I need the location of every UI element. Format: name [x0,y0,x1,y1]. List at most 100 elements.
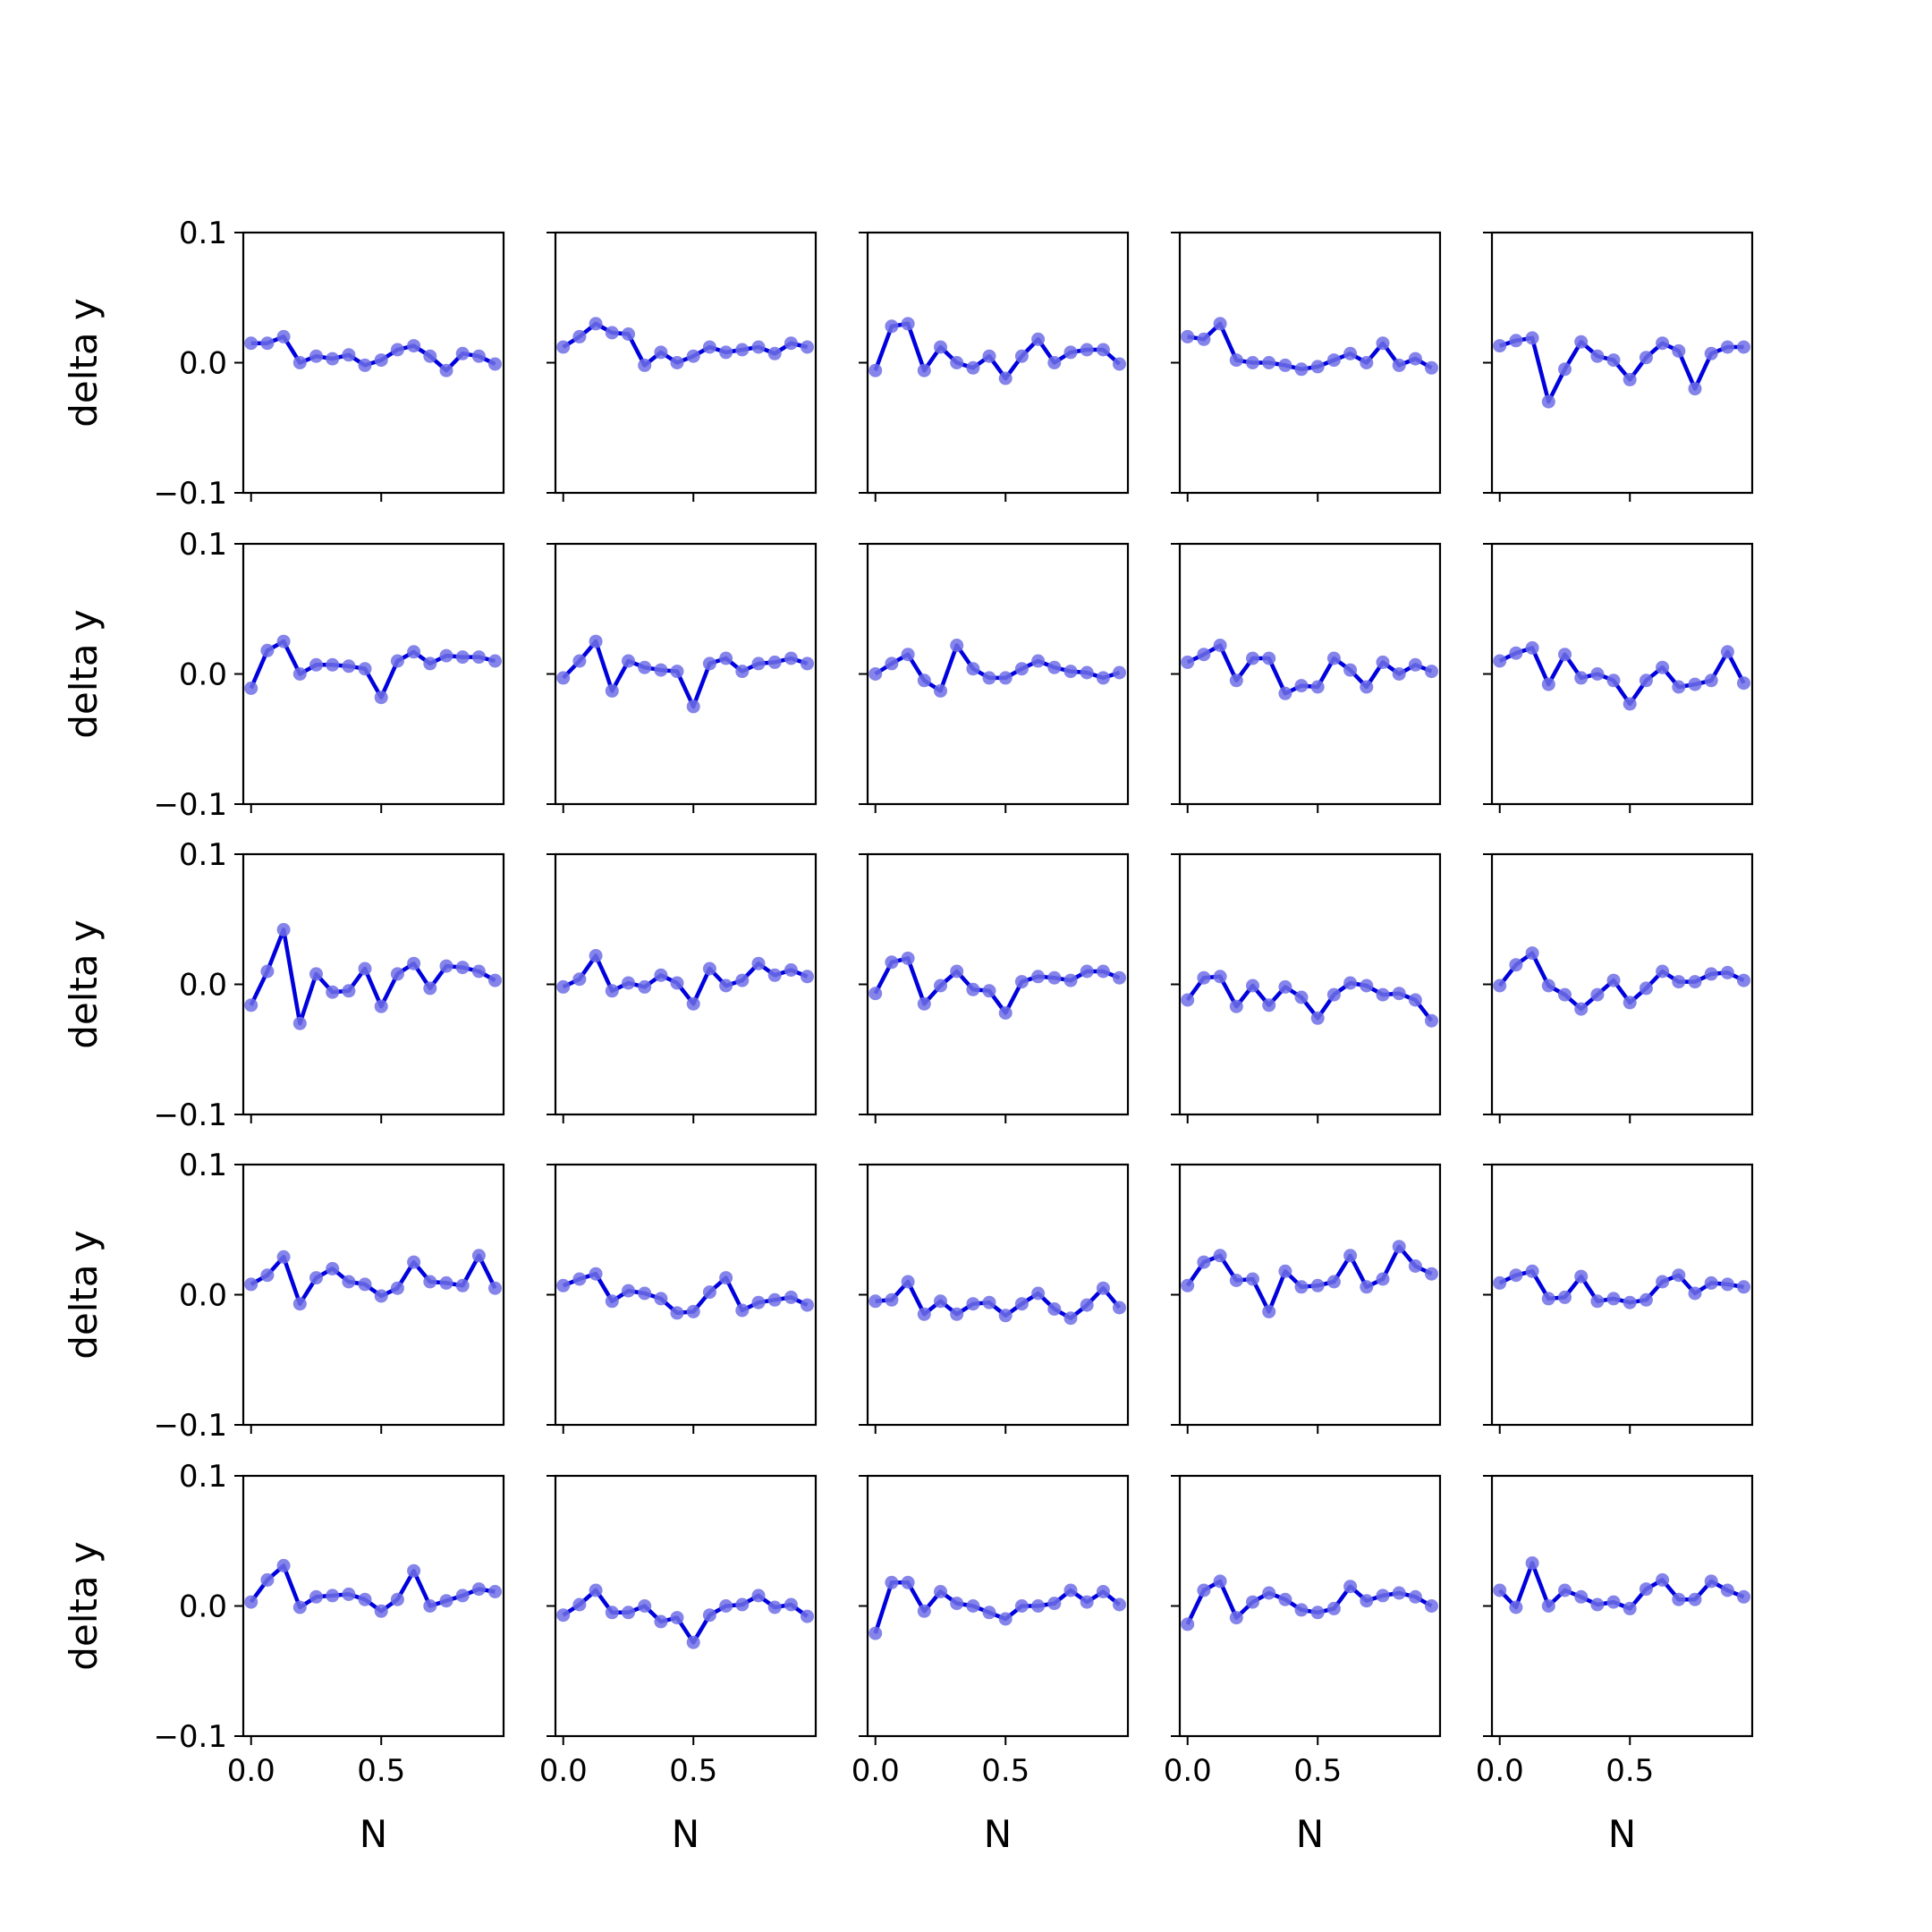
data-point [407,1255,421,1269]
subplot-r4-c5 [1483,1163,1754,1434]
data-point [572,654,587,668]
data-point [455,961,470,975]
data-point [670,976,684,990]
data-point [276,922,291,936]
x-axis-label: N [360,1812,387,1856]
data-point [1606,1292,1621,1306]
data-point [276,1558,291,1572]
data-point [1031,654,1046,668]
data-point [784,336,798,351]
subplot-r3-c1: −0.1 0.0 0.1 delta y [62,837,505,1133]
data-point [966,662,980,676]
data-point [901,317,915,331]
data-point [292,356,307,369]
data-point [358,662,372,676]
data-point [1525,946,1539,961]
subplot-r4-c1: −0.1 0.0 0.1 delta y [62,1148,505,1444]
data-point [260,643,275,657]
data-point [326,657,340,672]
data-point [1606,353,1621,368]
x-tick-label: 0.5 [1606,1753,1654,1789]
data-point [702,340,716,354]
data-point [869,1294,883,1309]
data-point [982,671,996,685]
data-point [982,1295,996,1309]
series-line [250,335,496,373]
data-point [407,339,421,353]
data-point [1558,1290,1572,1304]
data-point [358,358,372,372]
data-point [654,968,668,982]
data-point [934,1294,947,1309]
data-point [342,984,356,998]
data-point [1525,331,1539,345]
data-point [374,1289,388,1303]
data-point [966,1599,980,1613]
data-point [1525,640,1539,655]
data-point [1656,660,1670,674]
data-point [670,1611,684,1625]
data-point [1063,1311,1078,1326]
data-point [966,1297,980,1311]
data-point [1672,343,1686,358]
data-point [605,683,619,698]
series-line [562,1588,809,1645]
data-point [374,999,388,1013]
data-point [869,1626,883,1640]
data-point [982,984,996,998]
data-point [1688,382,1702,396]
data-point [1606,674,1621,688]
data-point [1590,349,1605,363]
data-point [488,357,502,371]
data-point [998,1612,1013,1626]
data-point [1672,975,1686,989]
data-point [1294,990,1309,1004]
data-point [1623,372,1637,386]
data-point [1246,1272,1259,1286]
subplot-r2-c5 [1483,542,1754,813]
data-point [390,654,404,668]
data-point [1639,674,1653,688]
data-point [1197,1583,1211,1597]
data-point [784,963,798,977]
data-point [869,987,883,1001]
data-point [654,1292,668,1306]
series-line [875,1279,1122,1320]
data-point [1639,351,1653,365]
data-point [702,657,716,671]
data-point [1425,360,1438,375]
data-point [719,345,733,360]
data-point [1408,352,1422,366]
data-point [1181,329,1195,343]
data-point [1326,987,1341,1002]
data-point [589,317,603,331]
data-point [1014,1297,1029,1311]
y-tick-label: −0.1 [153,1408,227,1444]
subplot-r1-c5 [1483,231,1754,502]
data-point [455,1278,470,1292]
data-point [1326,353,1341,368]
data-point [1408,657,1422,672]
data-point [1509,334,1523,348]
data-point [1425,1013,1438,1028]
data-point [767,1600,782,1614]
data-point [589,949,603,962]
data-point [1213,639,1227,652]
data-point [1704,967,1718,981]
data-point [1047,356,1062,369]
data-point [455,1589,470,1603]
data-point [292,1600,307,1614]
data-point [1262,998,1276,1013]
data-point [654,1614,668,1629]
data-point [572,1597,587,1612]
data-point [1688,1592,1702,1606]
data-point [1080,1298,1094,1312]
data-point [455,346,470,360]
data-point [1326,1275,1341,1289]
data-point [885,319,899,334]
series-line [1498,1269,1744,1305]
data-point [1113,357,1126,371]
data-point [605,1294,619,1309]
axes-frame [866,231,1130,495]
